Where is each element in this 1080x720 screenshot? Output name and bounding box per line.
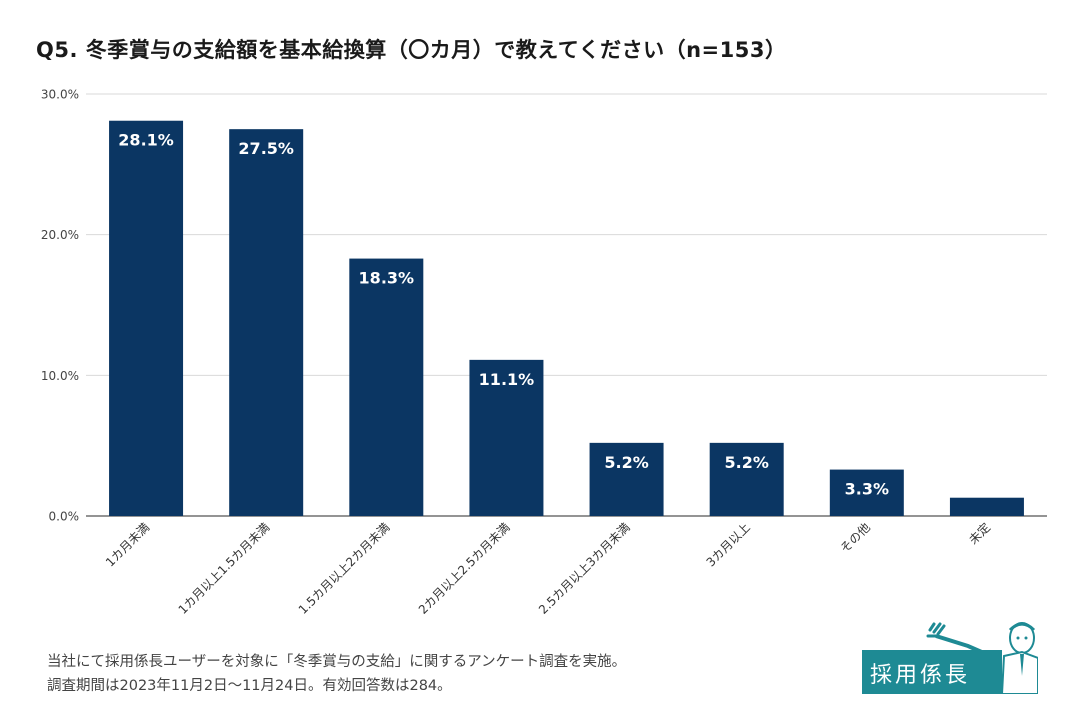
category-label: 1.5カ月以上2カ月未満 bbox=[296, 520, 393, 617]
category-label: その他 bbox=[838, 520, 873, 555]
footnote-line-2: 調査期間は2023年11月2日〜11月24日。有効回答数は284。 bbox=[47, 678, 452, 694]
logo-text: 採用係長 bbox=[870, 663, 971, 688]
data-label: 18.3% bbox=[359, 269, 415, 288]
y-tick-label: 20.0% bbox=[41, 228, 79, 242]
category-label: 未定 bbox=[965, 520, 993, 548]
data-label: 3.3% bbox=[845, 480, 889, 499]
data-label: 28.1% bbox=[118, 131, 174, 150]
category-label: 2カ月以上2.5カ月未満 bbox=[416, 520, 513, 617]
bar bbox=[229, 129, 304, 516]
bar bbox=[109, 120, 184, 516]
bar bbox=[949, 497, 1024, 516]
data-label: 5.2% bbox=[604, 453, 648, 472]
category-label: 2.5カ月以上3カ月未満 bbox=[536, 520, 633, 617]
category-label: 3カ月以上 bbox=[704, 520, 753, 569]
footnote-line-1: 当社にて採用係長ユーザーを対象に「冬季賞与の支給」に関するアンケート調査を実施。 bbox=[47, 654, 627, 670]
survey-footnote: 当社にて採用係長ユーザーを対象に「冬季賞与の支給」に関するアンケート調査を実施。… bbox=[47, 650, 626, 698]
chart-title: Q5. 冬季賞与の支給額を基本給換算（〇カ月）で教えてください（n=153） bbox=[36, 38, 787, 62]
bar bbox=[709, 442, 784, 516]
y-tick-label: 30.0% bbox=[41, 88, 79, 102]
category-label: 1カ月以上1.5カ月未満 bbox=[176, 520, 273, 617]
logo-badge bbox=[862, 650, 1002, 694]
data-label: 5.2% bbox=[725, 453, 769, 472]
y-tick-label: 0.0% bbox=[49, 510, 80, 524]
bar bbox=[589, 442, 664, 516]
data-label: 11.1% bbox=[479, 370, 535, 389]
bar bbox=[349, 258, 424, 516]
bar-chart: 0.0% 10.0% 20.0% 30.0% 28.1% 1カ月未満 27.5% 1カ月以上1… bbox=[41, 88, 1047, 617]
y-tick-label: 10.0% bbox=[41, 369, 79, 383]
category-label: 1カ月未満 bbox=[103, 520, 152, 569]
mascot-illustration bbox=[926, 622, 1038, 694]
data-label: 27.5% bbox=[238, 139, 294, 158]
brand-logo: 採用係長 bbox=[862, 616, 1038, 694]
bar bbox=[469, 359, 544, 516]
bar bbox=[829, 469, 904, 516]
